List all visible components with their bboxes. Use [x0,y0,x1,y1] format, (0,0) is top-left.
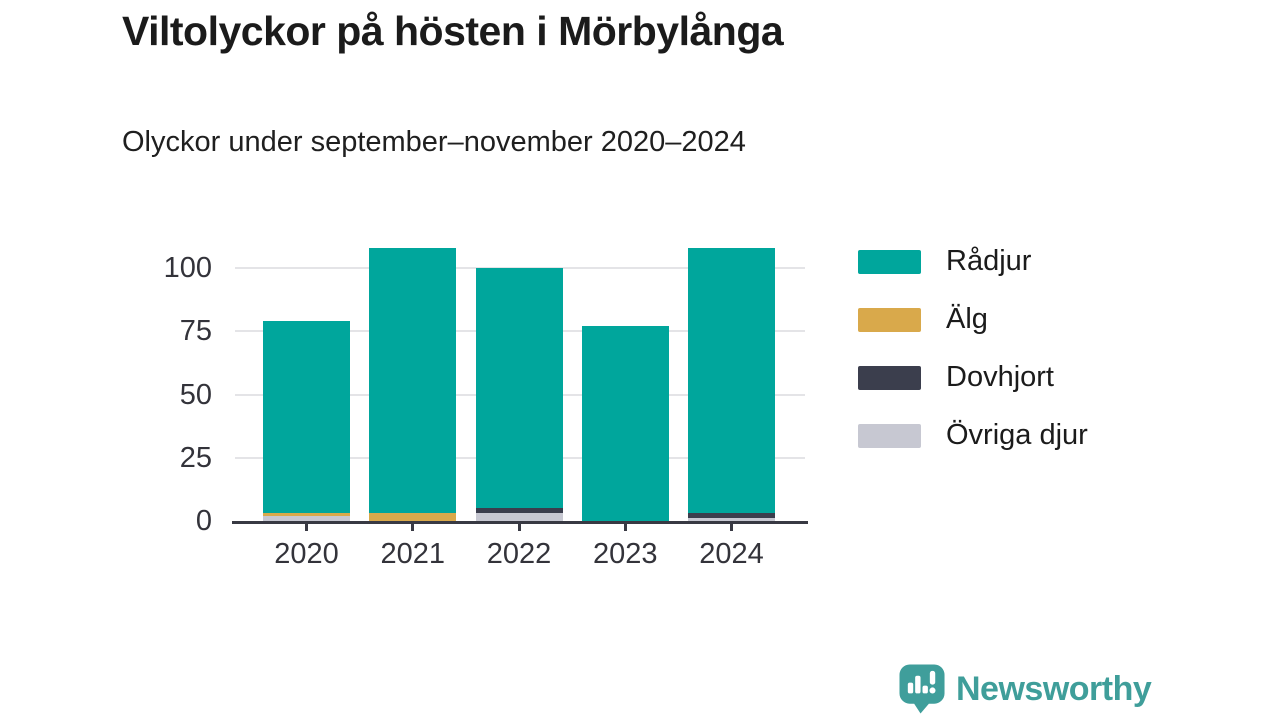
bar-segment-2024-Övriga djur [688,518,775,521]
legend-item-Övriga djur: Övriga djur [858,419,1088,452]
x-axis-line [232,521,808,524]
bar-2023 [581,326,669,521]
logo-exclamation-line [929,670,936,685]
bar-segment-2020-Älg [263,513,350,516]
brand-footer: Newsworthy [899,664,1152,714]
speech-bubble-shape [899,664,945,714]
y-tick-label-0: 0 [195,505,212,537]
brand-name: Newsworthy [956,669,1152,708]
x-tick-2021 [411,521,415,531]
x-tick-label-2022: 2022 [486,538,552,570]
bar-2022 [475,268,563,521]
y-tick-label-75: 75 [179,315,212,348]
x-tick-label-2023: 2023 [592,538,658,570]
y-axis-labels: 0 25 50 75 100 [140,243,212,536]
bar-2021 [369,248,457,521]
x-tick-2024 [730,521,733,531]
y-tick-label-50: 50 [179,378,212,411]
legend-item-Älg: Älg [858,303,1088,336]
legend-swatch-Älg [858,307,921,332]
y-tick-label-25: 25 [179,441,212,474]
legend-label-Övriga djur: Övriga djur [946,419,1088,451]
plot-area [232,243,808,531]
legend-swatch-Övriga djur [858,423,921,448]
bar-segment-2023-Rådjur [581,326,669,521]
logo-bar-2 [915,675,921,694]
bar-2024 [688,248,775,521]
x-tick-2022 [517,521,521,531]
bar-segment-2024-Rådjur [688,248,775,514]
chart-subtitle: Olyckor under september–november 2020–20… [122,126,746,158]
bar-segment-2020-Övriga djur [263,515,350,521]
legend-item-Rådjur: Rådjur [858,245,1088,278]
chart-title: Viltolyckor på hösten i Mörbylånga [122,8,784,54]
x-tick-2023 [623,521,627,531]
bar-segment-2022-Övriga djur [475,513,563,521]
gridline-100 [235,267,805,270]
legend-label-Älg: Älg [946,303,988,335]
legend-item-Dovhjort: Dovhjort [858,361,1088,394]
y-tick-label-100: 100 [163,252,212,285]
bar-segment-2021-Rådjur [369,248,457,514]
bar-segment-2022-Dovhjort [475,508,563,514]
newsworthy-logo-icon [899,664,945,714]
x-tick-label-2020: 2020 [274,538,339,570]
bar-segment-2024-Dovhjort [688,513,775,519]
legend-swatch-Rådjur [858,249,921,274]
x-tick-2020 [305,521,308,531]
x-axis-labels: 2020 2021 2022 2023 2024 [235,538,805,578]
legend-label-Rådjur: Rådjur [946,245,1032,277]
logo-exclamation-dot [929,687,936,694]
bar-segment-2021-Älg [369,513,457,521]
x-tick-label-2024: 2024 [699,538,764,570]
legend-swatch-Dovhjort [858,365,921,390]
logo-bar-3 [922,685,928,694]
legend: Rådjur Älg Dovhjort Övriga djur [858,245,1088,452]
x-tick-label-2021: 2021 [380,538,446,570]
bar-segment-2022-Rådjur [475,268,563,509]
bar-segment-2020-Rådjur [263,321,350,514]
legend-label-Dovhjort: Dovhjort [946,361,1054,393]
bar-2020 [263,321,350,521]
logo-bar-1 [907,682,914,694]
